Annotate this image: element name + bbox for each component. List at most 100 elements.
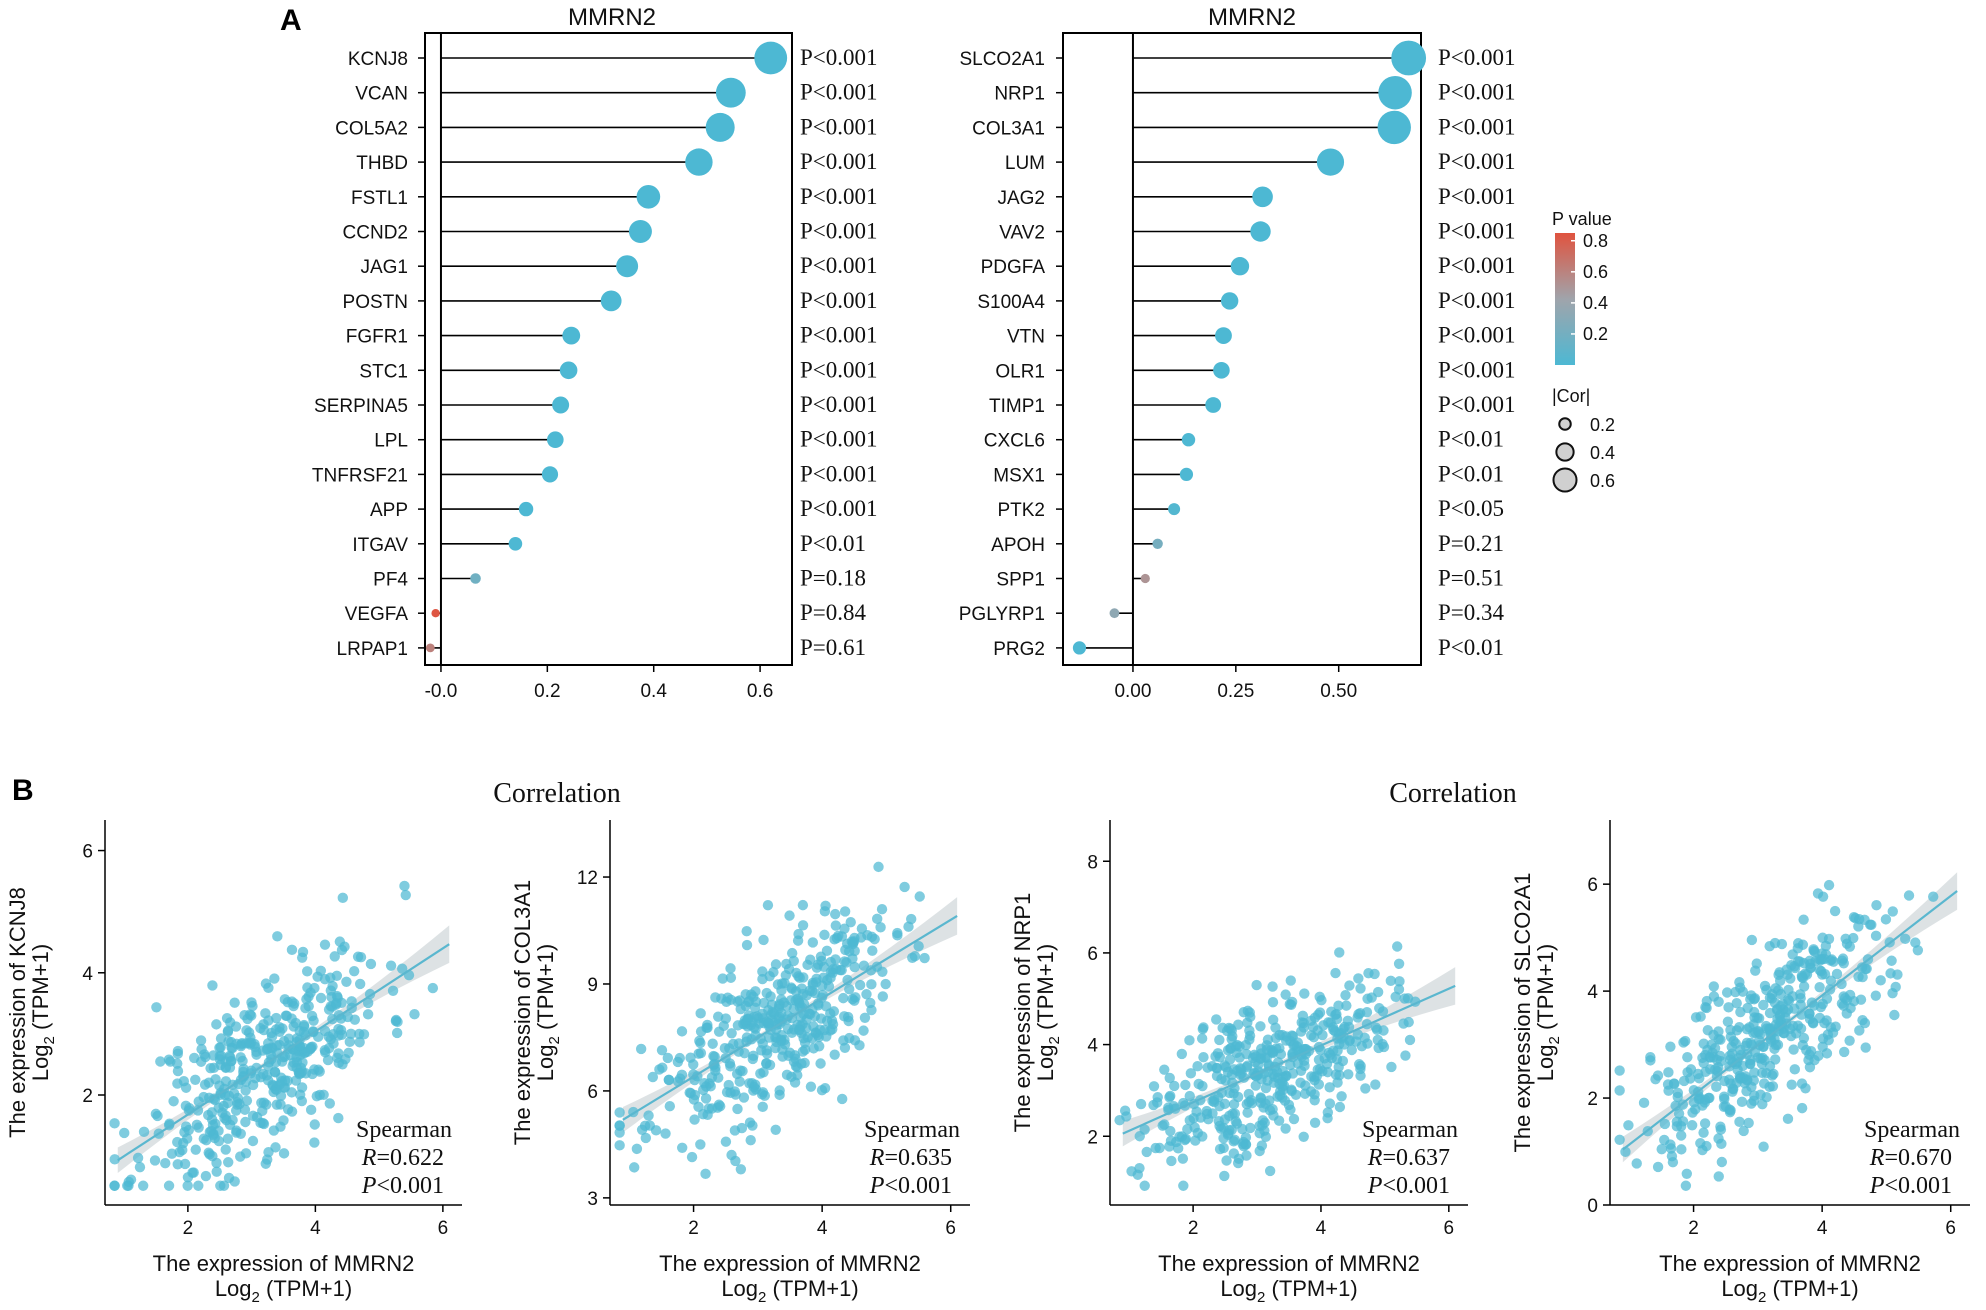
scatter-point (793, 1024, 805, 1036)
p-value-label: P=0.34 (1438, 600, 1505, 625)
x-tick-label: 0.25 (1217, 681, 1254, 702)
scatter-point (839, 1042, 851, 1054)
scatter-point (315, 992, 327, 1004)
scatter-point (684, 1087, 695, 1098)
scatter-point (1286, 1084, 1297, 1095)
scatter-point (761, 1058, 772, 1069)
scatter-point (222, 1133, 234, 1144)
p-value-label: P<0.05 (1438, 496, 1504, 521)
scatter-point (866, 979, 877, 990)
scatter-point (1317, 1029, 1328, 1041)
scatter-point (854, 979, 866, 991)
scatter-point (291, 1051, 302, 1063)
scatter-point (815, 1058, 826, 1069)
scatter-point (263, 982, 274, 994)
scatter-point (1804, 955, 1815, 967)
scatter-point (1392, 941, 1403, 952)
scatter-point (709, 1051, 720, 1062)
scatter-point (1652, 1070, 1664, 1081)
scatter-point (333, 1048, 344, 1059)
scatter-point (1218, 1142, 1229, 1154)
scatter-point (324, 1098, 335, 1109)
scatter-point (1308, 1031, 1320, 1043)
scatter-point (1734, 976, 1745, 988)
scatter-point (155, 1056, 166, 1067)
lollipop-dot (1250, 221, 1271, 242)
scatter-point (1216, 1073, 1227, 1085)
scatter-point (805, 954, 816, 965)
scatter-point (208, 1129, 219, 1141)
scatter-point (286, 996, 298, 1007)
stat-p-symbol: P (1869, 1173, 1885, 1199)
scatter-point (261, 1099, 272, 1110)
scatter-point (797, 899, 809, 911)
scatter-point (635, 1043, 647, 1055)
x-tick-label: 6 (1945, 1218, 1956, 1239)
scatter-point (877, 991, 889, 1002)
scatter-point (1264, 1165, 1276, 1177)
scatter-point (172, 1078, 183, 1089)
scatter-point (1400, 1050, 1411, 1061)
unit-log-base: 2 (546, 1036, 563, 1044)
scatter-point (1798, 1032, 1810, 1044)
gene-label: JAG2 (997, 188, 1045, 209)
lollipop-dot (1213, 362, 1230, 379)
scatter-point (1686, 1120, 1698, 1131)
scatter-point (1333, 1000, 1344, 1011)
scatter-point (278, 1148, 290, 1159)
lollipop-dot (1181, 433, 1196, 447)
stat-p-value: <0.001 (1884, 1173, 1952, 1199)
scatter-point (643, 1110, 654, 1121)
gene-label: CCND2 (343, 223, 408, 244)
scatter-point (1386, 1061, 1397, 1073)
p-value-label: P=0.61 (800, 635, 866, 660)
x-tick-label: 0.4 (640, 681, 667, 702)
y-tick-label: 2 (1087, 1127, 1098, 1148)
scatter-point (1262, 1034, 1274, 1045)
x-tick-label: -0.0 (425, 681, 458, 702)
lollipop-dot (1140, 573, 1150, 584)
x-tick-label: 2 (688, 1218, 699, 1239)
scatter-point (1713, 1062, 1724, 1073)
scatter-point (1270, 1022, 1281, 1033)
scatter-point (1355, 983, 1366, 994)
stat-p: P<0.001 (1869, 1173, 1952, 1199)
scatter-point (700, 1093, 712, 1104)
gene-label: MSX1 (993, 465, 1045, 486)
scatter-point (702, 1019, 713, 1031)
scatter-point (390, 1014, 402, 1026)
stat-r-value: =0.637 (1382, 1145, 1450, 1171)
scatter-group-title: Correlation (1389, 778, 1517, 809)
scatter-point (235, 1151, 246, 1162)
scatter-point (1274, 1042, 1285, 1054)
scatter-point (1758, 1141, 1769, 1152)
scatter-point (797, 988, 809, 1000)
scatter-point (758, 997, 770, 1009)
scatter-point (1152, 1092, 1163, 1103)
scatter-point (306, 1010, 318, 1022)
scatter-point (1192, 1061, 1203, 1072)
scatter-point (1285, 999, 1297, 1011)
scatter-point (718, 1020, 729, 1032)
x-tick-label: 0.00 (1114, 681, 1151, 702)
scatter-point (222, 1025, 234, 1036)
scatter-point (1238, 1136, 1249, 1148)
scatter-point (1285, 1059, 1296, 1071)
scatter-point (1680, 1035, 1691, 1047)
scatter-point (1749, 1067, 1760, 1078)
lollipop-dot (1168, 503, 1181, 516)
colorbar-tick-label: 0.4 (1583, 293, 1608, 313)
scatter-point (758, 934, 769, 946)
scatter-point (190, 1074, 201, 1085)
scatter-point (1208, 1094, 1220, 1105)
gene-label: TIMP1 (989, 396, 1045, 417)
p-value-label: P<0.001 (800, 288, 878, 313)
scatter-point (1808, 944, 1819, 955)
scatter-point (152, 1110, 163, 1122)
scatter-point (844, 946, 855, 957)
y-axis-unit: Log2 (TPM+1) (533, 944, 563, 1081)
scatter-point (1829, 905, 1841, 917)
unit-log-base: 2 (1758, 1289, 1766, 1305)
scatter-point (1713, 996, 1724, 1007)
scatter-point (819, 1082, 831, 1094)
